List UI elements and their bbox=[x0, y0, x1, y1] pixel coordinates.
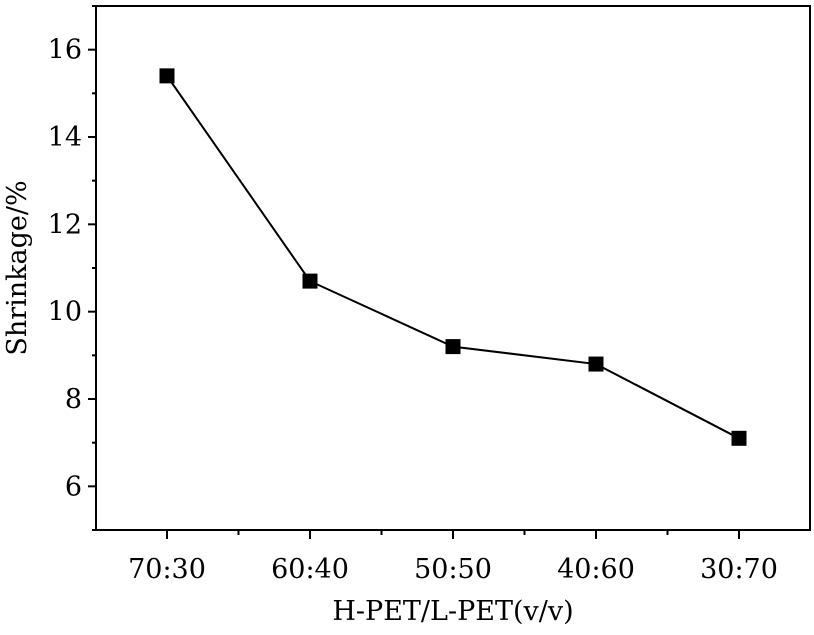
y-axis-title: Shrinkage/% bbox=[2, 180, 33, 355]
series-line bbox=[166, 75, 740, 440]
y-tick-label: 10 bbox=[48, 297, 82, 328]
y-tick-label: 8 bbox=[65, 384, 82, 415]
x-tick-label: 70:30 bbox=[128, 554, 206, 585]
plot-frame bbox=[95, 5, 811, 531]
data-point-marker bbox=[445, 339, 461, 355]
x-tick-label: 30:70 bbox=[700, 554, 778, 585]
data-point-marker bbox=[159, 68, 175, 84]
data-point-marker bbox=[588, 356, 604, 372]
x-tick-label: 40:60 bbox=[557, 554, 635, 585]
y-tick-label: 16 bbox=[48, 35, 82, 66]
x-axis-title: H-PET/L-PET(v/v) bbox=[332, 596, 573, 627]
x-tick-label: 50:50 bbox=[414, 554, 492, 585]
x-tick-label: 60:40 bbox=[271, 554, 349, 585]
series-layer bbox=[159, 68, 747, 446]
data-point-marker bbox=[302, 273, 318, 289]
y-axis: 6 8 10 12 14 16 bbox=[48, 5, 96, 531]
x-axis: 70:30 60:40 50:50 40:60 30:70 bbox=[128, 530, 778, 585]
y-tick-label: 12 bbox=[48, 209, 82, 240]
y-tick-label: 6 bbox=[65, 471, 82, 502]
data-point-marker bbox=[731, 430, 747, 446]
y-tick-label: 14 bbox=[48, 122, 82, 153]
